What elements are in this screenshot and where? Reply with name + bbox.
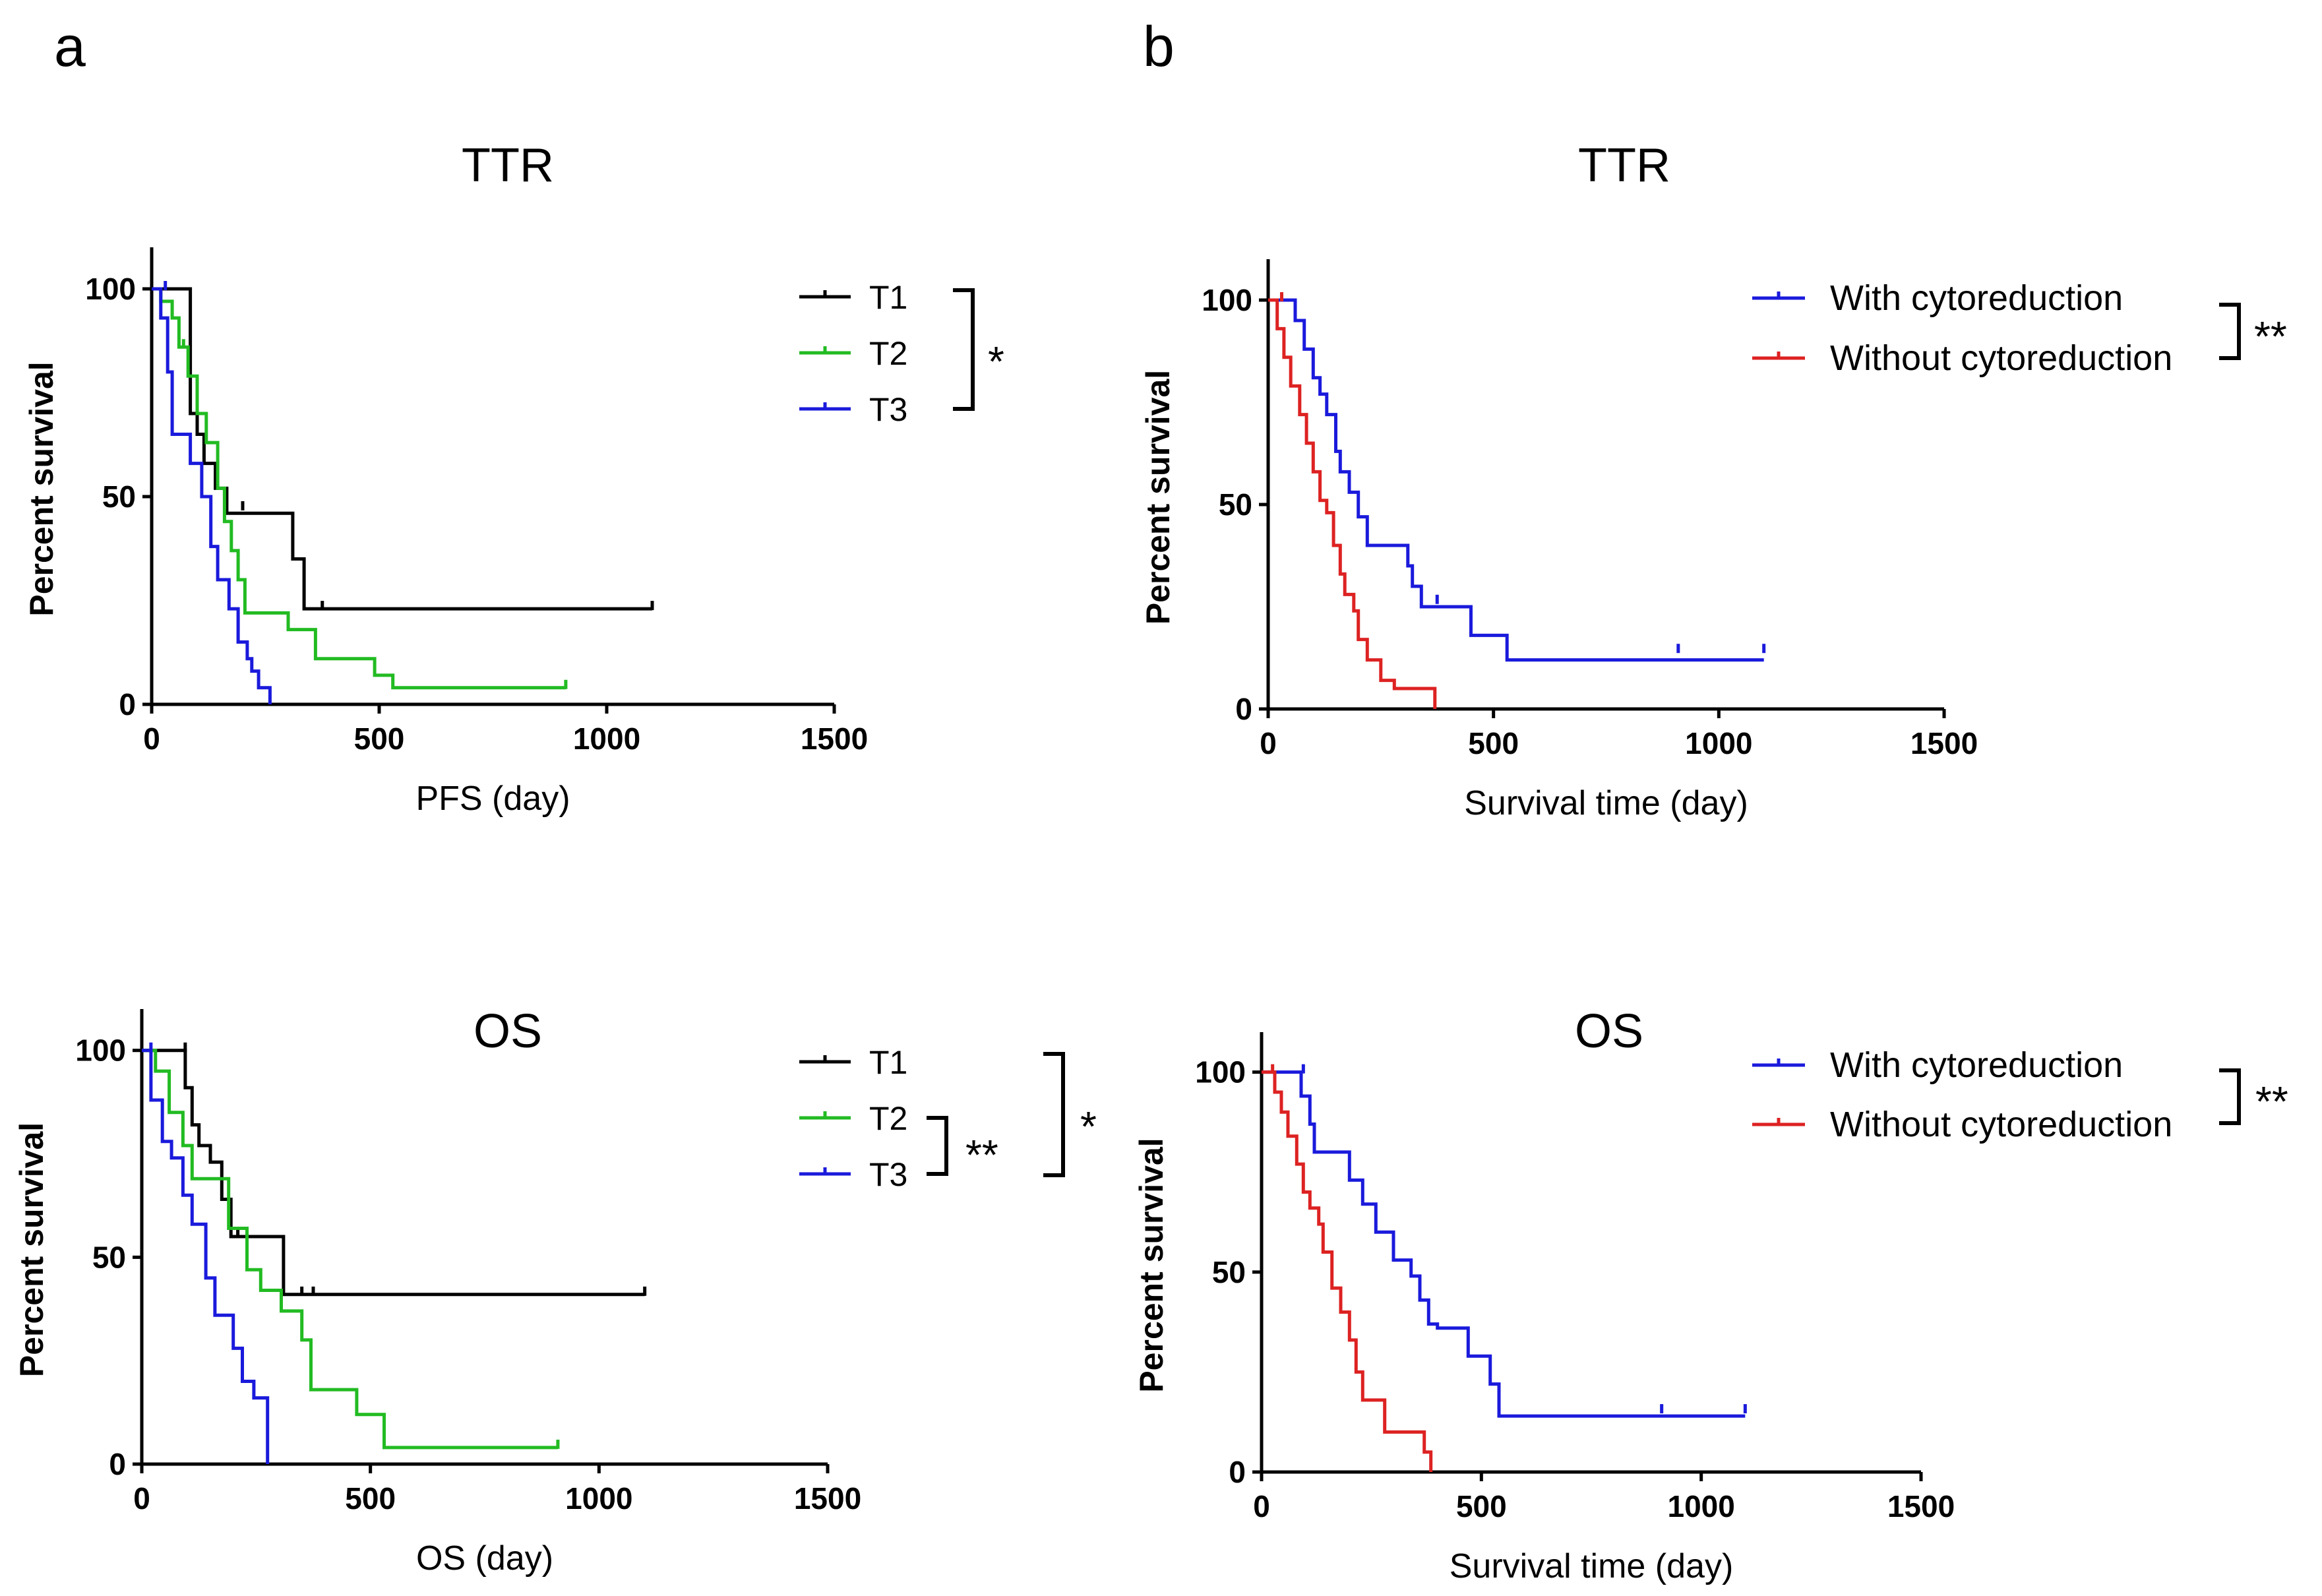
series-line-with-cytoreduction [1262, 1070, 1746, 1418]
x-tick-label: 1000 [1685, 726, 1752, 760]
x-axis-label: PFS (day) [415, 780, 570, 818]
series-line-t1 [142, 1049, 645, 1297]
significance-bracket [2219, 303, 2241, 360]
significance-label: * [1080, 1103, 1097, 1150]
significance-label: ** [2254, 313, 2287, 360]
legend-label: T2 [869, 1100, 907, 1137]
series-line-with-cytoreduction [1268, 298, 1764, 662]
x-tick-label: 1500 [794, 1481, 861, 1516]
y-tick-label: 50 [1212, 1255, 1246, 1289]
legend-label: With cytoreduction [1830, 278, 2123, 318]
x-tick-label: 1000 [573, 721, 640, 756]
y-tick-label: 0 [1229, 1455, 1246, 1489]
y-tick-label: 0 [119, 687, 136, 721]
x-tick-label: 500 [1456, 1489, 1507, 1523]
significance-label: * [988, 338, 1004, 385]
chart-title: OS [1575, 1005, 1643, 1058]
significance-bracket [1043, 1052, 1065, 1177]
series-line-without-cytoreduction [1268, 298, 1437, 709]
y-tick-label: 100 [1195, 1055, 1246, 1090]
series-line-t2 [142, 1049, 558, 1450]
significance-bracket [927, 1116, 948, 1176]
y-tick-label: 100 [75, 1033, 126, 1068]
significance-label: ** [965, 1131, 998, 1179]
series-line-without-cytoreduction [1262, 1070, 1433, 1472]
y-tick-label: 50 [1219, 487, 1252, 522]
x-tick-label: 500 [345, 1481, 396, 1516]
x-tick-label: 1500 [1887, 1489, 1955, 1523]
chart-title: TTR [1578, 139, 1670, 192]
legend-label: With cytoreduction [1830, 1045, 2123, 1085]
x-axis-label: Survival time (day) [1464, 784, 1748, 822]
legend-label: T3 [869, 1156, 907, 1193]
panel-letter-a: a [54, 15, 86, 78]
y-tick-label: 0 [1235, 692, 1252, 726]
series-line-t1 [152, 287, 652, 611]
panel-letter-b: b [1143, 15, 1175, 78]
x-tick-label: 0 [1253, 1489, 1270, 1523]
x-tick-label: 500 [1468, 726, 1519, 760]
chart-title: OS [474, 1005, 542, 1058]
series-line-t2 [152, 287, 566, 690]
y-tick-label: 100 [1202, 283, 1252, 317]
x-tick-label: 1000 [1667, 1489, 1734, 1523]
x-axis-label: Survival time (day) [1450, 1547, 1734, 1585]
y-tick-label: 100 [85, 272, 136, 306]
chart-title: TTR [462, 139, 554, 192]
y-tick-label: 50 [92, 1240, 126, 1274]
y-axis-label: Percent survival [1133, 1138, 1170, 1392]
legend-label: Without cytoreduction [1830, 1105, 2172, 1144]
x-tick-label: 0 [133, 1481, 150, 1516]
x-tick-label: 1500 [1910, 726, 1978, 760]
x-tick-label: 0 [1260, 726, 1277, 760]
y-axis-label: Percent survival [1140, 370, 1176, 625]
legend-label: T1 [869, 279, 907, 316]
series-line-t3 [152, 287, 272, 704]
significance-bracket [2219, 1068, 2241, 1125]
legend-label: T2 [869, 335, 907, 372]
significance-label: ** [2255, 1078, 2288, 1125]
legend-label: T1 [869, 1044, 907, 1081]
x-tick-label: 1500 [801, 721, 868, 756]
series-line-t3 [142, 1049, 270, 1464]
legend-label: T3 [869, 391, 907, 428]
y-axis-label: Percent survival [23, 361, 60, 616]
legend-label: Without cytoreduction [1830, 338, 2172, 378]
x-tick-label: 0 [143, 721, 160, 756]
y-axis-label: Percent survival [13, 1122, 50, 1377]
significance-bracket [953, 288, 975, 411]
y-tick-label: 50 [102, 479, 136, 514]
x-tick-label: 1000 [565, 1481, 632, 1516]
x-tick-label: 500 [354, 721, 405, 756]
x-axis-label: OS (day) [416, 1539, 553, 1578]
y-tick-label: 0 [109, 1447, 126, 1481]
